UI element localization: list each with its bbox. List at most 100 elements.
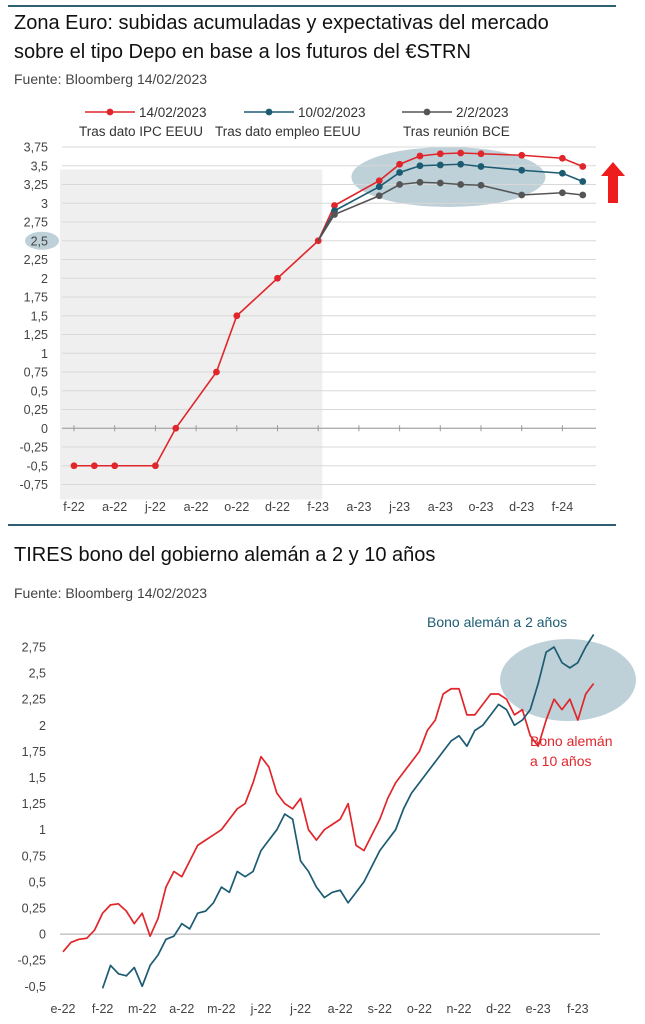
arrow-up-icon	[601, 162, 625, 203]
y-tick-label: 1	[39, 823, 46, 837]
historical-point	[274, 274, 281, 282]
historical-point	[111, 462, 119, 470]
series-point	[416, 162, 424, 170]
series-point	[559, 169, 566, 177]
series-point	[457, 149, 465, 157]
series-point	[331, 211, 338, 218]
y-tick-label: 2	[41, 272, 48, 286]
highlight-ellipse	[500, 639, 636, 721]
label-10y-line1: Bono alemán	[530, 733, 613, 749]
series-point	[518, 166, 526, 174]
x-tick-label: a-22	[184, 500, 209, 514]
series-point	[579, 191, 587, 199]
y-tick-label: 2	[39, 719, 46, 733]
series-point	[457, 181, 465, 188]
x-tick-label: e-22	[50, 1002, 75, 1016]
series-point	[375, 192, 383, 200]
chart1-title-line1: Zona Euro: subidas acumuladas y expectat…	[14, 12, 549, 34]
y-tick-label: -0,75	[20, 478, 49, 492]
series-point	[416, 178, 424, 186]
y-tick-label: 3	[41, 197, 48, 211]
series-point	[559, 154, 566, 162]
y-tick-label: 1,25	[22, 797, 46, 811]
chart2-source: Fuente: Bloomberg 14/02/2023	[14, 585, 208, 601]
x-tick-label: a-22	[169, 1002, 194, 1016]
x-tick-label: n-22	[446, 1002, 471, 1016]
legend-marker	[106, 108, 114, 116]
x-tick-label: a-22	[102, 500, 127, 514]
x-tick-label: m-22	[207, 1002, 236, 1016]
series-point	[436, 150, 444, 158]
chart2-title: TIRES bono del gobierno alemán a 2 y 10 …	[14, 544, 436, 566]
x-tick-label: e-23	[526, 1002, 551, 1016]
historical-point	[213, 368, 220, 376]
legend-date: 14/02/2023	[139, 105, 207, 120]
legend-sublabel: Tras dato IPC EEUU	[79, 124, 203, 139]
series-point	[375, 183, 383, 191]
label-2y: Bono alemán a 2 años	[427, 614, 567, 630]
y-tick-label: -0,5	[26, 459, 48, 473]
series-point	[396, 169, 403, 176]
series-point	[375, 177, 383, 185]
series-point	[518, 151, 526, 159]
y-tick-label: 1,5	[29, 771, 46, 785]
series-point	[559, 189, 566, 197]
y-tick-label: 0,25	[22, 902, 46, 916]
series-point	[436, 161, 444, 169]
x-tick-label: m-22	[128, 1002, 157, 1016]
y-tick-label: 1,25	[24, 328, 48, 342]
legend-sublabel: Tras reunión BCE	[403, 124, 510, 139]
y-tick-label: 2,5	[29, 667, 46, 681]
series-point	[436, 179, 444, 187]
series-point	[396, 181, 403, 188]
y-tick-label: 2,5	[31, 234, 48, 248]
top-divider	[8, 5, 616, 7]
historical-point	[233, 312, 241, 320]
series-point	[477, 150, 485, 158]
y-tick-label: 0	[41, 422, 48, 436]
historical-point	[152, 462, 159, 470]
x-tick-label: d-22	[486, 1002, 511, 1016]
yield-line-0	[62, 683, 595, 953]
x-tick-label: o-23	[468, 500, 493, 514]
y-tick-label: 0,75	[24, 366, 48, 380]
x-tick-label: o-22	[407, 1002, 432, 1016]
x-tick-label: f-23	[307, 500, 329, 514]
x-tick-label: j-22	[289, 1002, 311, 1016]
series-point	[518, 191, 526, 199]
y-tick-label: 0,25	[24, 403, 48, 417]
x-tick-label: o-22	[224, 500, 249, 514]
series-point	[331, 202, 338, 209]
series-point	[457, 160, 465, 168]
y-tick-label: 3,5	[31, 159, 48, 173]
x-tick-label: a-23	[346, 500, 371, 514]
x-tick-label: f-24	[552, 500, 574, 514]
middle-divider	[8, 524, 616, 526]
y-tick-label: 1,5	[31, 309, 48, 323]
y-tick-label: 0,75	[22, 849, 46, 863]
legend-marker	[423, 108, 431, 116]
chart1-svg: 3,75 3,5 3,25 3 2,75 2,5 2,25 2 1,75 1,5 1,25 1 0,75…	[20, 105, 625, 514]
chart1-source: Fuente: Bloomberg 14/02/2023	[14, 71, 208, 87]
historical-point	[70, 462, 78, 470]
y-tick-label: 1,75	[24, 291, 48, 305]
y-tick-label: 0,5	[31, 384, 48, 398]
y-tick-label: 3,25	[24, 178, 48, 192]
x-tick-label: d-22	[265, 500, 290, 514]
legend-date: 10/02/2023	[298, 105, 366, 120]
series-point	[579, 163, 587, 170]
x-tick-label: f-23	[567, 1002, 589, 1016]
x-tick-label: a-23	[428, 500, 453, 514]
y-tick-label: 0,5	[29, 875, 46, 889]
y-tick-label: -0,25	[18, 954, 47, 968]
series-point	[396, 160, 403, 168]
chart1-title-line2: sobre el tipo Depo en base a los futuros…	[14, 41, 471, 63]
series-point	[579, 178, 587, 185]
x-tick-label: s-22	[368, 1002, 392, 1016]
y-tick-label: 1,75	[22, 745, 46, 759]
current-rate-highlight-ellipse	[25, 231, 59, 250]
y-tick-label: 2,25	[24, 253, 48, 267]
y-tick-label: 0	[39, 928, 46, 942]
legend-sublabel: Tras dato empleo EEUU	[215, 124, 361, 139]
